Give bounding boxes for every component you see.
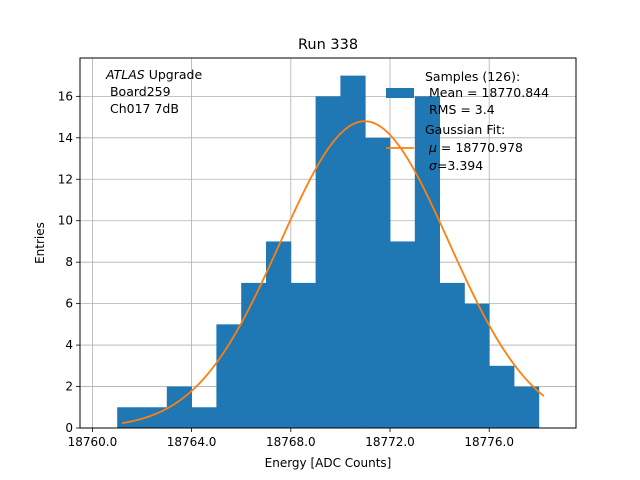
histogram-bar	[315, 96, 341, 428]
chart-title: Run 338	[298, 37, 358, 53]
histogram-bar	[290, 282, 316, 428]
annotation-line-2: Board259	[106, 84, 171, 99]
legend-fit-sigma-value: =3.394	[437, 158, 483, 173]
histogram-bar	[390, 241, 416, 428]
histogram-bar	[191, 407, 217, 428]
atlas-italic: ATLAS	[105, 67, 145, 82]
annotation-upgrade: Upgrade	[145, 67, 203, 82]
sigma-symbol: σ	[429, 158, 438, 173]
histogram-bar	[365, 137, 391, 428]
y-tick-label: 2	[65, 380, 73, 394]
y-axis-label: Entries	[33, 222, 47, 264]
y-tick-label: 6	[65, 297, 73, 311]
x-axis-label: Energy [ADC Counts]	[265, 456, 392, 470]
legend-samples-swatch	[386, 88, 414, 98]
y-tick-label: 8	[65, 255, 73, 269]
histogram-bar	[489, 365, 515, 428]
legend-fit-mu-value: = 18770.978	[437, 140, 523, 155]
x-tick-label: 18768.0	[266, 435, 316, 449]
histogram-bar	[117, 407, 143, 428]
histogram-bar	[216, 324, 242, 428]
atlas-annotation: ATLAS Upgrade Board259 Ch017 7dB	[105, 67, 202, 116]
axes-frame	[79, 57, 577, 429]
histogram-bar	[340, 75, 366, 428]
histogram-bars	[117, 75, 540, 428]
histogram-bar	[439, 282, 465, 428]
y-tick-label: 10	[58, 214, 73, 228]
x-tick-label: 18772.0	[365, 435, 415, 449]
mu-symbol: μ	[428, 140, 437, 155]
y-tick-label: 0	[65, 421, 73, 435]
x-tick-label: 18776.0	[464, 435, 514, 449]
legend-fit-mu: μ = 18770.978	[428, 140, 523, 155]
legend-fit-sigma: σ=3.394	[429, 158, 483, 173]
x-tick-label: 18760.0	[68, 435, 118, 449]
gaussian-fit-curve	[122, 120, 545, 425]
histogram-bar	[414, 96, 440, 428]
legend-samples-title: Samples (126):	[425, 69, 520, 84]
histogram-bar	[464, 303, 490, 428]
legend-samples-mean: Mean = 18770.844	[425, 85, 549, 100]
annotation-line-3: Ch017 7dB	[106, 101, 179, 116]
y-axis-ticks: 0 2 4 6 8 10 12 14 16	[58, 89, 80, 435]
plot-area	[79, 57, 577, 429]
histogram-bar	[266, 241, 292, 428]
y-tick-label: 14	[58, 131, 73, 145]
y-tick-label: 16	[58, 89, 73, 103]
x-axis-ticks: 18760.0 18764.0 18768.0 18772.0 18776.0	[68, 428, 514, 449]
legend-fit-title: Gaussian Fit:	[425, 122, 505, 137]
annotation-line-1: ATLAS Upgrade	[105, 67, 202, 82]
y-tick-label: 4	[65, 338, 73, 352]
legend: Samples (126): Mean = 18770.844 RMS = 3.…	[386, 69, 549, 173]
legend-samples-rms: RMS = 3.4	[425, 102, 495, 117]
histogram-bar	[514, 386, 540, 428]
x-tick-label: 18764.0	[167, 435, 217, 449]
y-tick-label: 12	[58, 172, 73, 186]
histogram-bar	[241, 282, 267, 428]
